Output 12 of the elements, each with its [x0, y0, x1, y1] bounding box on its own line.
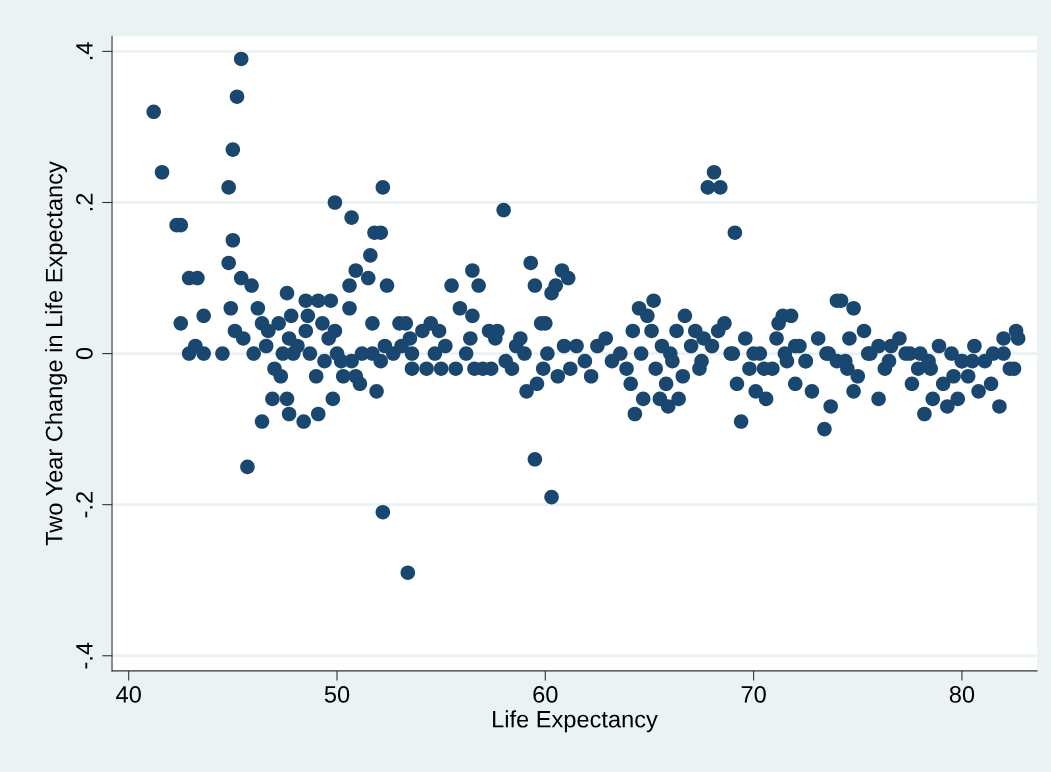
y-tick-label: -.4	[76, 642, 93, 669]
x-axis-title: Life Expectancy	[493, 710, 658, 733]
y-tick-label: .4	[76, 42, 93, 60]
y-tick-label: 0	[76, 347, 93, 360]
y-tick-label: -.2	[76, 492, 93, 518]
x-tick-label: 40	[116, 686, 141, 703]
x-tick-label: 60	[533, 686, 558, 703]
y-tick-label: .2	[76, 193, 93, 211]
x-tick-label: 70	[741, 686, 766, 703]
x-tick-label: 50	[324, 686, 350, 703]
y-axis-title: Two Year Change in Life Expectancy	[45, 161, 68, 546]
x-tick-label: 80	[949, 686, 975, 703]
